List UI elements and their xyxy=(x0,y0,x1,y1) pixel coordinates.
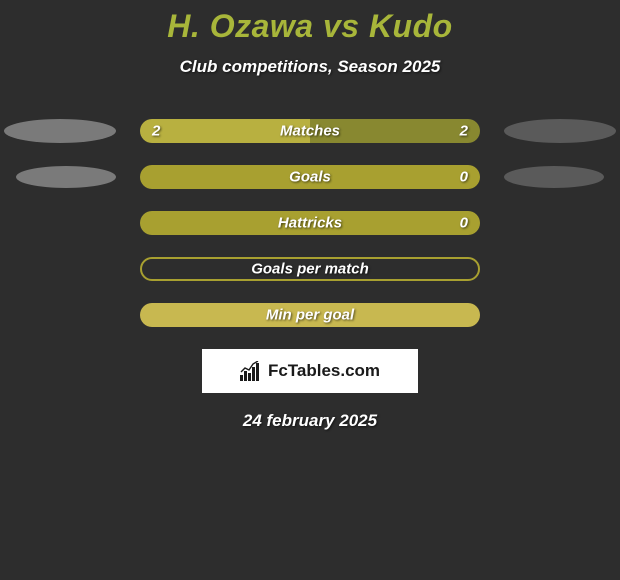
stat-row: Goals per match xyxy=(0,257,620,281)
page-title: H. Ozawa vs Kudo xyxy=(0,8,620,45)
stat-value-left: 2 xyxy=(152,123,160,140)
stat-value-right: 0 xyxy=(460,215,468,232)
stats-container: Matches 2 2 Goals 0 Hattricks 0 Goals per match… xyxy=(0,119,620,327)
stat-label: Goals xyxy=(289,169,331,186)
ellipse-left xyxy=(16,166,116,188)
stat-label: Matches xyxy=(280,123,340,140)
subtitle: Club competitions, Season 2025 xyxy=(0,57,620,77)
date-text: 24 february 2025 xyxy=(0,411,620,431)
stat-row: Hattricks 0 xyxy=(0,211,620,235)
logo-box: FcTables.com xyxy=(202,349,418,393)
stat-row: Goals 0 xyxy=(0,165,620,189)
ellipse-right xyxy=(504,166,604,188)
ellipse-left xyxy=(4,119,116,143)
bar-chart-icon xyxy=(240,361,262,381)
stat-label: Hattricks xyxy=(278,215,342,232)
stat-bar: Hattricks 0 xyxy=(140,211,480,235)
stat-label: Min per goal xyxy=(266,307,354,324)
stat-bar: Min per goal xyxy=(140,303,480,327)
ellipse-right xyxy=(504,119,616,143)
stat-row: Matches 2 2 xyxy=(0,119,620,143)
stat-value-right: 2 xyxy=(460,123,468,140)
stat-bar: Goals 0 xyxy=(140,165,480,189)
stat-bar: Matches 2 2 xyxy=(140,119,480,143)
stat-bar: Goals per match xyxy=(140,257,480,281)
logo-text: FcTables.com xyxy=(268,361,380,381)
comparison-infographic: H. Ozawa vs Kudo Club competitions, Seas… xyxy=(0,0,620,431)
stat-row: Min per goal xyxy=(0,303,620,327)
stat-value-right: 0 xyxy=(460,169,468,186)
stat-label: Goals per match xyxy=(251,261,369,278)
